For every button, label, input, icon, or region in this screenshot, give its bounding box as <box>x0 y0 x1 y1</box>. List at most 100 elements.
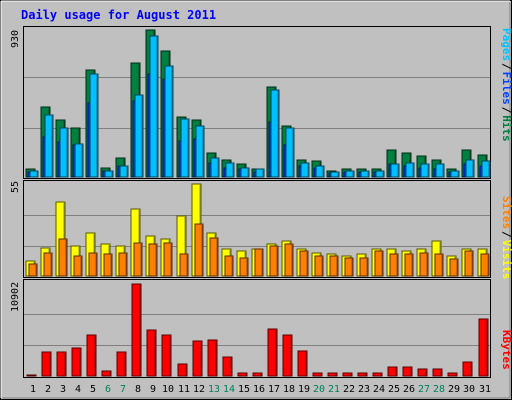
bar-pages-day-26 <box>405 162 415 178</box>
bar-fill <box>149 35 159 178</box>
bar-fill <box>419 252 429 277</box>
legend-visits: Visits <box>500 240 512 280</box>
x-axis-day-labels: 1 2 3 4 5 6 7 8 9 10 11 12 13 14 15 16 17 18 19 20 21 22 23 24 2… <box>30 384 491 395</box>
bar-kbytes-day-15 <box>237 372 248 377</box>
bar-sites-day-27 <box>419 252 429 277</box>
bar-kbytes-day-8 <box>131 283 142 377</box>
bar-fill <box>432 368 443 377</box>
x-label-day-10: 10 <box>162 384 174 395</box>
bar-fill <box>462 361 473 377</box>
bar-kbytes-day-9 <box>146 329 157 377</box>
bar-fill <box>252 372 263 377</box>
bar-fill <box>43 252 53 277</box>
bar-fill <box>59 127 69 178</box>
bar-fill <box>73 255 83 277</box>
bar-pages-day-19 <box>300 162 310 178</box>
bar-kbytes-day-2 <box>41 351 52 377</box>
bar-fill <box>71 347 82 377</box>
bar-fill <box>195 125 205 178</box>
bar-fill <box>387 366 398 377</box>
bar-sites-day-11 <box>179 253 189 277</box>
bar-fill <box>284 243 294 277</box>
bar-kbytes-day-25 <box>387 366 398 377</box>
bar-pages-day-29 <box>450 170 460 178</box>
bar-fill <box>327 372 338 377</box>
bar-fill <box>148 243 158 277</box>
bar-pages-day-9 <box>149 35 159 178</box>
bar-fill <box>224 255 234 277</box>
bar-sites-day-28 <box>434 253 444 277</box>
bar-kbytes-day-6 <box>101 370 112 377</box>
bar-fill <box>345 170 355 178</box>
panel-3-grid <box>24 314 490 346</box>
x-label-day-25: 25 <box>388 384 400 395</box>
bar-pages-day-18 <box>285 127 295 178</box>
bar-pages-day-2 <box>44 114 54 178</box>
bar-fill <box>29 170 39 178</box>
x-label-day-2: 2 <box>45 384 51 395</box>
bar-sites-day-9 <box>148 243 158 277</box>
chart-title: Daily usage for August 2011 <box>21 8 216 22</box>
bar-pages-day-4 <box>74 143 84 178</box>
bar-fill <box>133 242 143 277</box>
bar-fill <box>390 163 400 178</box>
x-label-day-17: 17 <box>268 384 280 395</box>
bar-pages-day-5 <box>89 73 99 178</box>
legend-kbytes: KBytes <box>500 330 512 370</box>
bar-pages-day-8 <box>134 94 144 178</box>
x-label-day-6: 6 <box>105 384 111 395</box>
bar-fill <box>237 372 248 377</box>
bar-fill <box>56 351 67 377</box>
bar-fill <box>103 253 113 277</box>
bar-kbytes-day-23 <box>357 372 368 377</box>
bar-sites-day-25 <box>389 253 399 277</box>
bar-fill <box>163 242 173 277</box>
bar-fill <box>405 162 415 178</box>
bar-fill <box>134 94 144 178</box>
bar-sites-day-23 <box>359 257 369 277</box>
panel-1-ymax-label: 930 <box>10 30 21 48</box>
bar-fill <box>179 253 189 277</box>
panel-2-bars <box>25 183 490 277</box>
bar-sites-day-17 <box>269 245 279 277</box>
bar-fill <box>89 73 99 178</box>
bar-fill <box>297 350 308 377</box>
bar-kbytes-day-21 <box>327 372 338 377</box>
x-label-day-22: 22 <box>343 384 355 395</box>
bar-fill <box>44 114 54 178</box>
bar-pages-day-28 <box>435 163 445 178</box>
panel-kbytes: 10902 KBytes <box>10 279 512 378</box>
bar-fill <box>342 372 353 377</box>
bar-fill <box>360 170 370 178</box>
bar-fill <box>210 157 220 178</box>
bar-pages-day-7 <box>119 165 129 178</box>
bar-fill <box>222 356 233 377</box>
bar-kbytes-day-3 <box>56 351 67 377</box>
bar-fill <box>240 167 250 178</box>
bar-pages-day-20 <box>315 165 325 178</box>
x-label-day-20: 20 <box>313 384 325 395</box>
bar-fill <box>478 318 489 377</box>
bar-fill <box>480 253 490 277</box>
bar-fill <box>104 170 114 178</box>
bar-fill <box>74 143 84 178</box>
x-label-day-29: 29 <box>448 384 460 395</box>
bar-pages-day-16 <box>255 168 265 178</box>
legend-sites: Sites <box>500 196 512 229</box>
bar-sites-day-31 <box>480 253 490 277</box>
bar-pages-day-12 <box>195 125 205 178</box>
x-label-day-27: 27 <box>418 384 430 395</box>
bar-fill <box>131 283 142 377</box>
bar-pages-day-25 <box>390 163 400 178</box>
bar-pages-day-24 <box>375 170 385 178</box>
bar-fill <box>330 171 340 178</box>
bar-fill <box>269 245 279 277</box>
x-label-day-24: 24 <box>373 384 385 395</box>
bar-fill <box>270 89 280 178</box>
panel-3-border <box>23 279 491 378</box>
legend-hits: Hits <box>500 115 512 142</box>
bar-fill <box>192 340 203 377</box>
bar-sites-day-7 <box>118 252 128 277</box>
panel-hits-files-pages: 930 Pages/Files/Hits <box>10 26 512 179</box>
